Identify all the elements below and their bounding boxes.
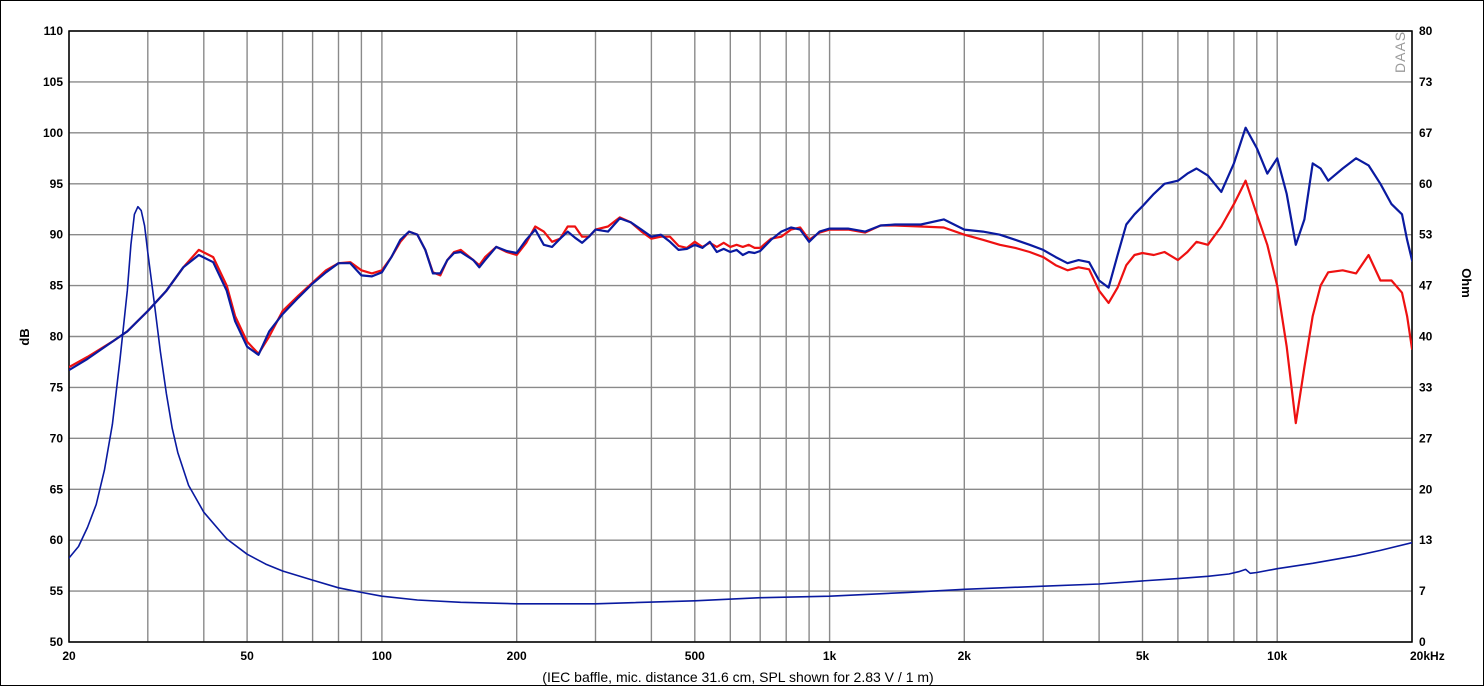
y-left-tick-label: 100 [43,126,63,140]
plot-area-border [68,30,1413,643]
x-tick-label: 20 [62,649,76,663]
watermark-daas: DAAS [1392,31,1408,73]
y-right-tick-label: 20 [1419,482,1433,496]
y-left-tick-label: 80 [50,330,64,344]
y-left-tick-label: 85 [50,279,64,293]
x-tick-label: 10k [1267,649,1287,663]
y-right-tick-label: 53 [1419,228,1433,242]
y-right-tick-label: 7 [1419,584,1426,598]
x-tick-label: 100 [372,649,392,663]
series-layer [69,126,1412,605]
y-left-tick-label: 50 [50,635,64,649]
y-left-tick-label: 90 [50,228,64,242]
series-line-spl_red [69,179,1412,425]
y-left-tick-label: 75 [50,380,64,394]
x-tick-label: 500 [685,649,705,663]
x-tick-label: 1k [823,649,837,663]
left-axis-ticks: 50 55 60 65 70 75 80 85 90 95 100 105 110 [43,24,63,649]
y-right-tick-label: 73 [1419,75,1433,89]
x-tick-label: 5k [1136,649,1150,663]
x-tick-label: 2k [958,649,972,663]
y-right-tick-label: 67 [1419,126,1433,140]
series-line-impedance [69,205,1412,605]
y-right-tick-label: 27 [1419,431,1433,445]
chart-caption: (IEC baffle, mic. distance 31.6 cm, SPL … [542,669,933,685]
y-left-tick-label: 110 [44,24,64,38]
y-left-tick-label: 55 [50,584,64,598]
y-right-tick-label: 33 [1419,380,1433,394]
y-left-tick-label: 95 [50,177,64,191]
y-right-tick-label: 0 [1419,635,1426,649]
x-axis-ticks: 20 50 100 200 500 1k 2k 5k 10k 20kHz [62,649,1444,663]
y-left-tick-label: 65 [50,482,64,496]
y-left-tick-label: 70 [50,431,64,445]
y-right-tick-label: 47 [1419,279,1433,293]
y-right-tick-label: 13 [1419,533,1433,547]
y-left-axis-title: dB [17,328,32,345]
y-right-axis-title: Ohm [1459,268,1474,298]
y-right-tick-label: 40 [1419,330,1433,344]
x-tick-label: 200 [507,649,527,663]
y-left-tick-label: 105 [43,75,63,89]
grid [68,30,1413,643]
series-line-spl_blue [69,126,1412,372]
y-left-tick-label: 60 [50,533,64,547]
right-axis-ticks: 0 7 13 20 27 33 40 47 53 60 67 73 80 [1419,24,1433,649]
y-right-tick-label: 80 [1419,24,1433,38]
x-tick-label: 20kHz [1410,649,1445,663]
x-tick-label: 50 [240,649,254,663]
y-right-tick-label: 60 [1419,177,1433,191]
